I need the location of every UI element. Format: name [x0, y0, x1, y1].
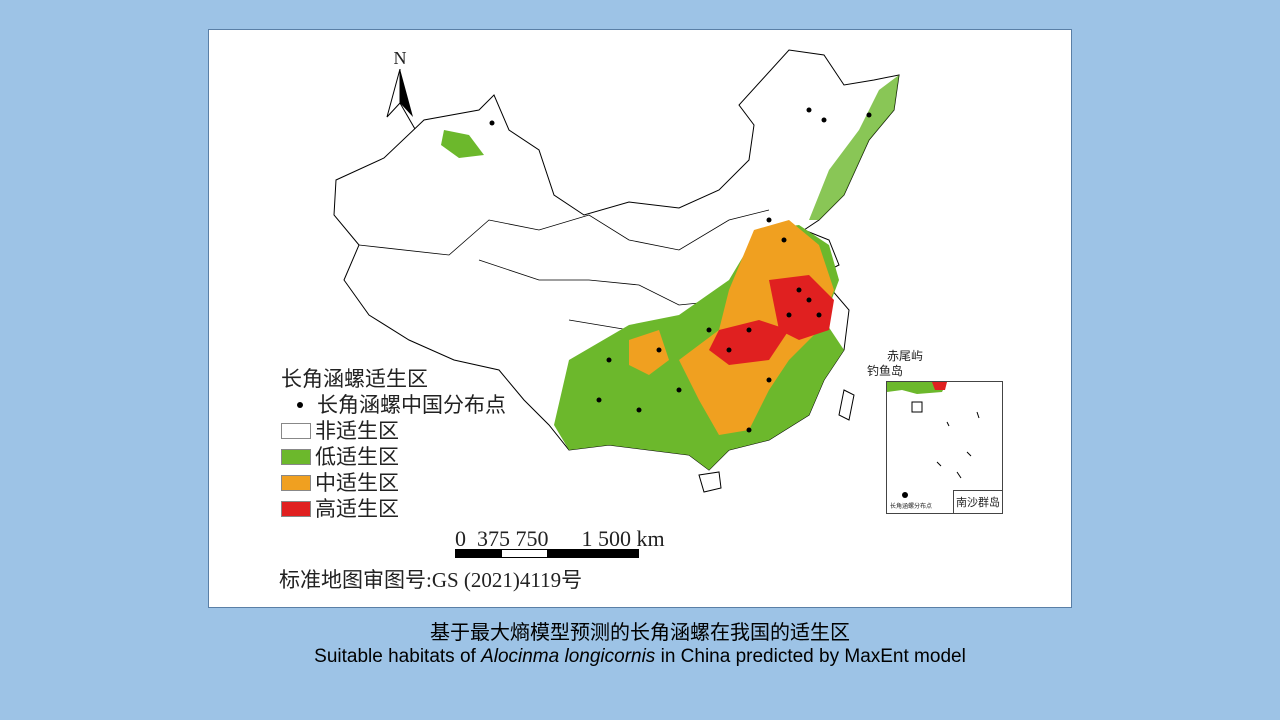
legend-title: 长角涵螺适生区	[281, 367, 428, 391]
low-suitability-xinjiang	[441, 130, 484, 158]
scale-bar	[455, 549, 639, 558]
legend-class-low: 低适生区	[281, 444, 506, 470]
legend: 长角涵螺适生区 长角涵螺中国分布点 非适生区 低适生区 中适生区 高适生区	[281, 366, 506, 522]
legend-label: 中适生区	[315, 471, 399, 495]
legend-class-unsuitable: 非适生区	[281, 418, 506, 444]
caption-chinese: 基于最大熵模型预测的长角涵螺在我国的适生区	[430, 620, 850, 644]
hainan	[698, 471, 722, 493]
inset-label: 南沙群岛	[953, 490, 1002, 513]
medium-suitability-sichuan	[629, 330, 669, 375]
taiwan	[838, 389, 855, 421]
diaoyudao-label: 钓鱼岛	[867, 364, 904, 378]
legend-points: 长角涵螺中国分布点	[281, 392, 506, 418]
north-label: N	[393, 48, 407, 68]
caption-english: Suitable habitats of Alocinma longicorni…	[0, 646, 1280, 668]
swatch	[281, 475, 311, 491]
swatch	[281, 423, 311, 439]
legend-class-high: 高适生区	[281, 496, 506, 522]
distribution-points	[489, 107, 872, 433]
high-suitability-central	[709, 320, 789, 365]
legend-label: 非适生区	[315, 419, 399, 443]
caption-prefix: Suitable habitats of	[314, 646, 482, 667]
legend-points-label: 长角涵螺中国分布点	[317, 393, 506, 417]
swatch	[281, 449, 311, 465]
china-map	[333, 49, 900, 493]
chiweiyu-label: 赤尾屿	[887, 349, 924, 363]
scale-labels: 0 375 750 1 500 km	[455, 526, 665, 551]
legend-label: 高适生区	[315, 497, 399, 521]
swatch	[281, 501, 311, 517]
north-arrow: N	[385, 48, 416, 133]
high-suitability-region	[769, 275, 834, 340]
low-suitability-northeast	[809, 75, 899, 220]
map-approval-number: 标准地图审图号:GS (2021)4119号	[279, 568, 583, 592]
north-arrow-icon	[386, 68, 416, 130]
legend-label: 低适生区	[315, 445, 399, 469]
caption-species: Alocinma longicornis	[481, 646, 656, 667]
distribution-point-icon	[297, 402, 303, 408]
inset-note: 长角涵螺分布点	[890, 504, 933, 510]
legend-class-medium: 中适生区	[281, 470, 506, 496]
inset-map	[887, 382, 980, 498]
south-china-sea-inset: 长角涵螺分布点 南沙群岛	[886, 381, 1003, 514]
caption-suffix: in China predicted by MaxEnt model	[655, 646, 966, 667]
map-figure: N 赤尾屿 钓鱼岛 长角涵螺适生区 长角涵螺中国分布点 非适生区 低适生区 中适…	[208, 29, 1072, 608]
